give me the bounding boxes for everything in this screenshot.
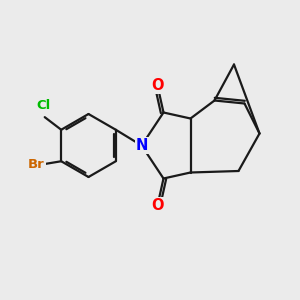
Text: O: O: [151, 198, 164, 213]
Text: Br: Br: [28, 158, 45, 171]
Text: O: O: [151, 78, 164, 93]
Text: Cl: Cl: [36, 99, 50, 112]
Text: N: N: [135, 138, 148, 153]
